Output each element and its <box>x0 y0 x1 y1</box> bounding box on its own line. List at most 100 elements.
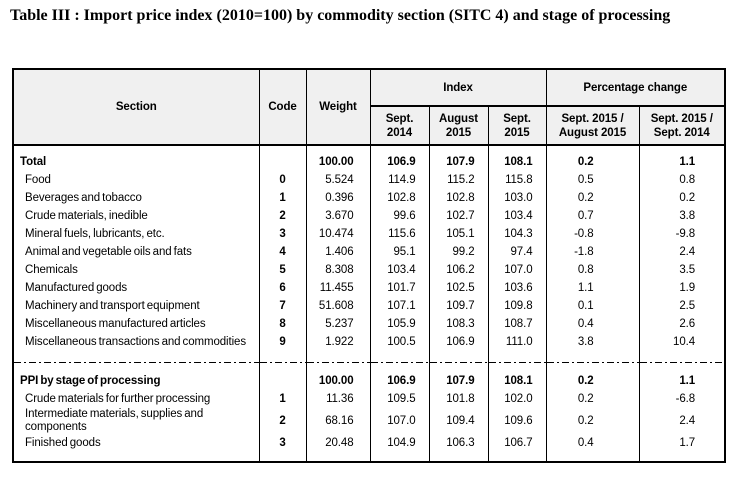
spacer-cell <box>369 351 430 360</box>
cell-index-sept-2014: 115.6 <box>369 225 430 243</box>
table-row: Chemicals 5 8.308 103.4 106.2 107.0 0.8 3.5 <box>12 261 726 279</box>
cell-pct-sept2015-sept2014: 2.6 <box>638 315 726 333</box>
cell-code: 6 <box>258 279 307 297</box>
spacer-cell <box>305 351 371 360</box>
cell-pct-sept2015-august2015: 3.8 <box>545 333 640 351</box>
cell-weight: 20.48 <box>305 434 371 452</box>
col-group-percentage-change: Percentage change <box>545 68 726 107</box>
cell-index-sept-2015: 107.0 <box>487 261 547 279</box>
cell-weight: 0.396 <box>305 189 371 207</box>
header-sub-row: Sept. 2014 August 2015 Sept. 2015 Sept. … <box>13 105 726 146</box>
dash-dot-line <box>259 362 306 363</box>
cell-index-august-2015: 102.5 <box>428 279 489 297</box>
cell-index-sept-2014: 101.7 <box>369 279 430 297</box>
cell-weight: 51.608 <box>305 297 371 315</box>
cell-code: 4 <box>258 243 307 261</box>
cell-pct-sept2015-august2015: 0.2 <box>545 408 640 434</box>
cell-index-august-2015: 105.1 <box>428 225 489 243</box>
spacer-cell <box>428 351 489 360</box>
cell-index-sept-2015: 102.0 <box>487 390 547 408</box>
cell-index-sept-2015: 115.8 <box>487 171 547 189</box>
cell-pct-sept2015-sept2014: -6.8 <box>638 390 726 408</box>
cell-pct-sept2015-sept2014: 2.4 <box>638 243 726 261</box>
cell-weight: 3.670 <box>305 207 371 225</box>
cell-index-sept-2015: 109.8 <box>487 297 547 315</box>
table-row: Beverages and tobacco 1 0.396 102.8 102.8 103… <box>12 189 726 207</box>
cell-index-sept-2014: 95.1 <box>369 243 430 261</box>
cell-index-sept-2014: 114.9 <box>369 171 430 189</box>
table-row: Mineral fuels, lubricants, etc. 3 10.474 11… <box>12 225 726 243</box>
cell-index-august-2015: 109.7 <box>428 297 489 315</box>
cell-weight: 100.00 <box>305 365 371 390</box>
cell-section-name: Intermediate materials, supplies and com… <box>12 408 260 434</box>
cell-index-sept-2014: 107.0 <box>369 408 430 434</box>
cell-pct-sept2015-sept2014: 2.4 <box>638 408 726 434</box>
cell-weight: 1.922 <box>305 333 371 351</box>
col-header-section: Section <box>12 68 260 146</box>
table-row: Crude materials, inedible 2 3.670 99.6 102.7… <box>12 207 726 225</box>
table-row: Food 0 5.524 114.9 115.2 115.8 0.5 0.8 <box>12 171 726 189</box>
cell-section-name: Machinery and transport equipment <box>12 297 260 315</box>
cell-index-august-2015: 99.2 <box>428 243 489 261</box>
cell-section-name: Animal and vegetable oils and fats <box>12 243 260 261</box>
table-row: Manufactured goods 6 11.455 101.7 102.5 103.6… <box>12 279 726 297</box>
spacer-row <box>12 351 726 360</box>
cell-index-august-2015: 101.8 <box>428 390 489 408</box>
divider-cell <box>638 360 726 365</box>
table-row: PPI by stage of processing 100.00 106.9 107… <box>12 365 726 390</box>
spacer-cell <box>545 351 640 360</box>
spacer-cell <box>545 452 640 462</box>
spacer-cell <box>487 351 547 360</box>
cell-pct-sept2015-august2015: 0.4 <box>545 434 640 452</box>
col-group-index: Index <box>369 68 547 107</box>
cell-index-august-2015: 108.3 <box>428 315 489 333</box>
import-price-index-table: Section Code Weight Index Percentage cha… <box>12 68 727 463</box>
spacer-row <box>12 452 726 462</box>
cell-index-sept-2014: 109.5 <box>369 390 430 408</box>
cell-index-sept-2014: 106.9 <box>369 145 430 171</box>
cell-code: 2 <box>258 207 307 225</box>
spacer-cell <box>258 452 307 462</box>
cell-index-august-2015: 107.9 <box>428 365 489 390</box>
cell-index-sept-2015: 97.4 <box>487 243 547 261</box>
cell-index-august-2015: 109.4 <box>428 408 489 434</box>
col-header-sept-2014: Sept. 2014 <box>369 105 430 146</box>
cell-code: 7 <box>258 297 307 315</box>
cell-pct-sept2015-august2015: 0.5 <box>545 171 640 189</box>
cell-index-sept-2014: 99.6 <box>369 207 430 225</box>
cell-index-sept-2014: 103.4 <box>369 261 430 279</box>
cell-index-sept-2014: 107.1 <box>369 297 430 315</box>
table-row: Finished goods 3 20.48 104.9 106.3 106.7 0.4 1.… <box>12 434 726 452</box>
cell-section-name: Chemicals <box>12 261 260 279</box>
cell-weight: 10.474 <box>305 225 371 243</box>
cell-pct-sept2015-sept2014: 1.1 <box>638 365 726 390</box>
col-header-code: Code <box>258 68 307 146</box>
cell-pct-sept2015-august2015: 0.8 <box>545 261 640 279</box>
spacer-cell <box>638 452 726 462</box>
col-header-pct-sept2015-sept2014: Sept. 2015 / Sept. 2014 <box>638 105 726 146</box>
spacer-cell <box>487 452 547 462</box>
cell-section-name: Crude materials for further processing <box>12 390 260 408</box>
spacer-cell <box>428 452 489 462</box>
cell-pct-sept2015-august2015: 0.2 <box>545 365 640 390</box>
cell-code: 5 <box>258 261 307 279</box>
cell-index-sept-2015: 103.0 <box>487 189 547 207</box>
cell-pct-sept2015-sept2014: 3.5 <box>638 261 726 279</box>
cell-section-name: Finished goods <box>12 434 260 452</box>
cell-pct-sept2015-august2015: 0.2 <box>545 189 640 207</box>
cell-index-august-2015: 106.2 <box>428 261 489 279</box>
cell-pct-sept2015-sept2014: -9.8 <box>638 225 726 243</box>
cell-pct-sept2015-sept2014: 2.5 <box>638 297 726 315</box>
cell-code: 2 <box>258 408 307 434</box>
cell-pct-sept2015-august2015: 0.4 <box>545 315 640 333</box>
cell-index-sept-2014: 102.8 <box>369 189 430 207</box>
page-title: Table III : Import price index (2010=100… <box>10 7 671 24</box>
table-row: Machinery and transport equipment 7 51.608… <box>12 297 726 315</box>
cell-index-sept-2015: 108.7 <box>487 315 547 333</box>
cell-section-name: Miscellaneous manufactured articles <box>12 315 260 333</box>
col-header-pct-sept2015-august2015: Sept. 2015 / August 2015 <box>545 105 640 146</box>
cell-weight: 11.455 <box>305 279 371 297</box>
cell-section-name: Manufactured goods <box>12 279 260 297</box>
table-row: Total 100.00 106.9 107.9 108.1 0.2 1.1 <box>12 145 726 171</box>
col-header-august-2015: August 2015 <box>428 105 489 146</box>
